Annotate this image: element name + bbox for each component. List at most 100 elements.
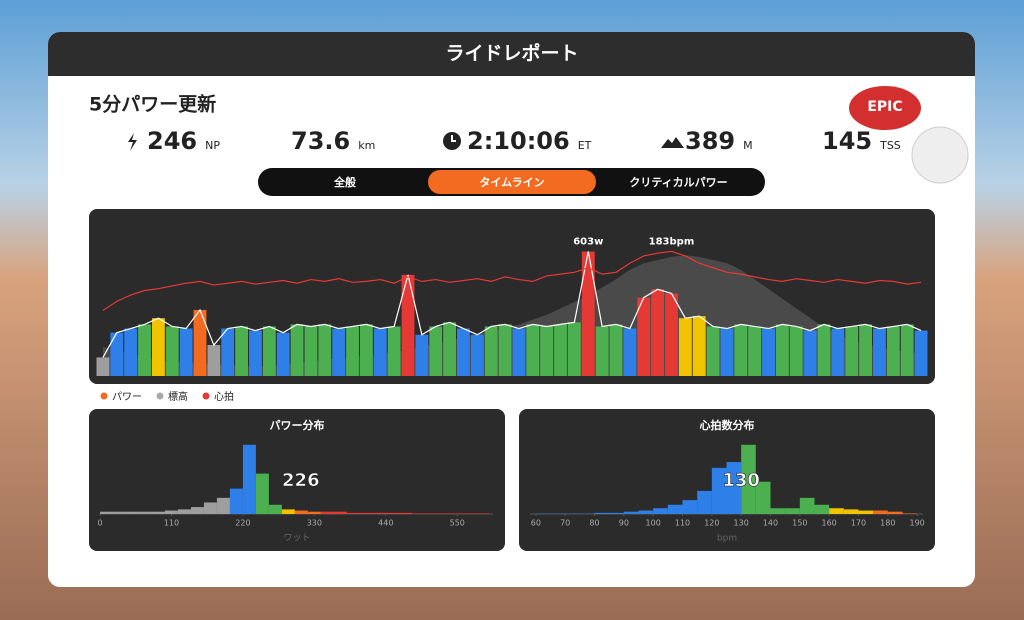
tab[interactable]: タイムライン xyxy=(479,176,544,189)
hist-bar xyxy=(372,512,386,514)
power-bar xyxy=(429,326,443,376)
power-bar xyxy=(276,332,290,376)
hist-bar xyxy=(333,511,347,514)
x-tick-label: 180 xyxy=(880,519,895,528)
power-bar xyxy=(124,328,138,376)
power-bar xyxy=(415,334,429,376)
x-tick-label: 110 xyxy=(675,519,690,528)
x-tick-label: 60 xyxy=(531,519,541,528)
power-bar xyxy=(914,330,928,376)
peak-label: 603w xyxy=(573,237,603,248)
hist-bar xyxy=(320,511,334,514)
hist-bar xyxy=(346,512,360,514)
power-bar xyxy=(470,334,484,376)
legend-swatch xyxy=(100,392,108,400)
power-bar xyxy=(637,297,651,376)
power-bar xyxy=(581,251,595,376)
stat-value: 2:10:06 xyxy=(467,127,570,155)
tab[interactable]: 全般 xyxy=(333,175,356,189)
power-icon xyxy=(128,133,137,151)
hist-bar xyxy=(255,473,269,514)
x-tick-label: 330 xyxy=(307,519,322,528)
power-bar xyxy=(512,328,526,376)
power-bar xyxy=(567,322,581,376)
tab[interactable]: クリティカルパワー xyxy=(629,176,727,189)
power-bar xyxy=(262,326,276,376)
stat-unit: NP xyxy=(205,139,220,152)
hist-bar xyxy=(450,513,464,514)
power-bar xyxy=(332,328,346,376)
power-bar xyxy=(720,328,734,376)
hist-bar xyxy=(424,513,438,514)
hist-bar xyxy=(242,444,256,514)
power-bar xyxy=(762,328,775,376)
x-tick-label: 130 xyxy=(734,519,749,528)
hist-bar xyxy=(829,508,844,514)
x-axis-label: bpm xyxy=(717,534,737,544)
x-tick-label: 0 xyxy=(97,519,102,528)
power-bar xyxy=(526,324,540,376)
power-bar xyxy=(207,345,221,376)
headline: 5分パワー更新 xyxy=(89,93,216,116)
hist-bar xyxy=(594,512,610,514)
hist-bar xyxy=(887,511,903,514)
power-bar xyxy=(457,328,470,376)
x-tick-label: 100 xyxy=(646,519,661,528)
stat-value: 246 xyxy=(147,127,197,155)
tab-active-bg xyxy=(428,170,596,194)
x-tick-label: 140 xyxy=(763,519,778,528)
power-bar xyxy=(775,324,789,376)
hist-bar xyxy=(755,481,771,514)
hist-bar xyxy=(177,509,191,514)
power-bar xyxy=(789,326,803,376)
x-tick-label: 90 xyxy=(619,519,629,528)
x-tick-label: 170 xyxy=(851,519,866,528)
hist-bar xyxy=(682,500,698,514)
chart-title: パワー分布 xyxy=(270,418,325,432)
chart-title: 心拍数分布 xyxy=(700,418,755,432)
hist-bar xyxy=(476,513,490,514)
power-bar xyxy=(359,324,373,376)
stat-unit: km xyxy=(358,139,375,152)
power-bar xyxy=(886,326,900,376)
hist-bar xyxy=(873,510,888,514)
power-bar xyxy=(900,324,914,376)
hist-bar xyxy=(203,502,217,514)
hist-bar xyxy=(711,467,727,514)
x-tick-label: 440 xyxy=(378,519,393,528)
power-bar xyxy=(373,328,387,376)
power-bar xyxy=(387,326,401,376)
hist-bar xyxy=(785,508,800,514)
legend-label: パワー xyxy=(112,391,142,403)
x-tick-label: 220 xyxy=(235,519,250,528)
x-tick-label: 550 xyxy=(450,519,465,528)
power-bar xyxy=(249,330,262,376)
hist-bar xyxy=(609,512,624,514)
hist-bar xyxy=(726,462,742,514)
hist-bar xyxy=(268,504,282,514)
power-bar xyxy=(665,293,678,376)
hist-bar xyxy=(281,509,295,514)
power-bar xyxy=(706,326,720,376)
hist-bar xyxy=(638,510,654,514)
hist-bar xyxy=(151,511,165,514)
x-tick-label: 80 xyxy=(589,519,599,528)
power-bar xyxy=(609,324,623,376)
hist-bar xyxy=(843,509,859,514)
power-bar xyxy=(595,326,609,376)
x-tick-label: 70 xyxy=(560,519,570,528)
legend-swatch xyxy=(202,392,210,400)
power-bar xyxy=(165,326,179,376)
power-bar xyxy=(346,326,359,376)
power-hist-box xyxy=(89,409,505,551)
power-bar xyxy=(110,332,124,376)
power-bar xyxy=(221,328,235,376)
power-bar xyxy=(318,324,332,376)
hist-bar xyxy=(623,511,639,514)
x-tick-label: 110 xyxy=(164,519,179,528)
hist-bar xyxy=(667,504,683,514)
power-bar xyxy=(803,330,817,376)
hist-bar xyxy=(112,511,126,514)
stat-value: 389 xyxy=(685,127,735,155)
